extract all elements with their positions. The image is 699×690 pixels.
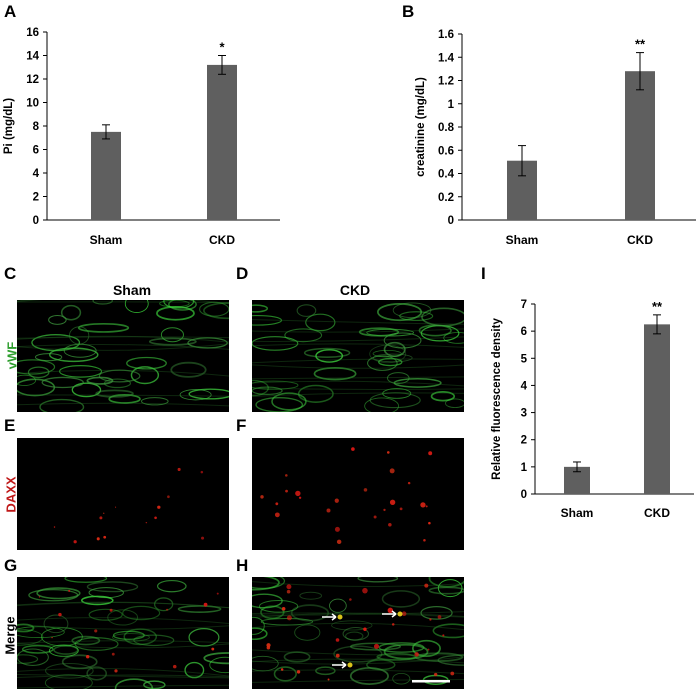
image-sham-vwf [17,300,229,412]
image-ckd-daxx-texture [260,447,433,545]
y-tick-label-a: 4 [33,168,40,180]
y-axis-label-a: Pi (mg/dL) [3,98,15,154]
y-tick-label-b: 1.6 [438,29,454,41]
y-tick-label-b: 1.2 [438,76,454,88]
panel-letter-g: G [4,556,18,575]
image-sham-daxx [17,438,229,550]
category-label-b: Sham [506,233,539,247]
category-label-a: CKD [209,233,235,247]
y-tick-label-i: 2 [521,435,527,447]
y-tick-label-i: 7 [521,299,527,311]
category-label-b: CKD [627,233,653,247]
image-ckd-daxx [252,438,464,550]
bar-i-ckd [644,324,670,494]
y-axis-label-b: creatinine (mg/dL) [415,77,427,177]
image-sham-vwf-texture [17,300,229,412]
significance-b: ** [635,37,646,52]
y-tick-label-b: 0.2 [438,192,454,204]
image-ckd-vwf [252,300,464,412]
y-tick-label-a: 2 [33,192,39,204]
y-tick-label-a: 10 [26,98,39,110]
panel-letter-a: A [4,2,17,21]
y-tick-label-a: 16 [26,27,39,39]
column-title-ckd: CKD [339,282,371,298]
y-tick-label-b: 0.8 [438,122,455,134]
y-tick-label-i: 3 [521,408,527,420]
y-tick-label-b: 1.4 [438,52,455,64]
y-tick-label-i: 5 [521,353,528,365]
image-ckd-vwf-texture [252,302,464,412]
panel-letter-e: E [4,416,16,435]
y-tick-label-a: 8 [33,121,40,133]
bar-a-ckd [207,64,237,221]
image-sham-daxx-texture [53,467,205,544]
y-tick-label-b: 0.4 [438,169,455,181]
category-label-i: Sham [561,506,594,520]
row-label-merge: Merge [2,616,18,655]
y-tick-label-a: 0 [33,215,39,227]
panel-letter-i: I [481,264,486,283]
panel-letter-f: F [236,416,247,435]
panel-letter-c: C [4,264,17,283]
y-tick-label-i: 4 [521,380,528,392]
panel-letter-d: D [236,264,249,283]
significance-a: * [219,40,225,55]
y-tick-label-b: 0.6 [438,145,454,157]
y-tick-label-b: 0 [448,215,454,227]
image-sham-merge [17,577,229,689]
column-title-sham: Sham [112,282,152,298]
category-label-a: Sham [90,233,123,247]
y-tick-label-a: 14 [26,51,39,63]
y-tick-label-i: 1 [521,462,528,474]
y-axis-label-i: Relative fluorescence density [491,318,503,480]
panel-letter-b: B [402,2,415,21]
y-tick-label-b: 1 [448,99,455,111]
y-tick-label-a: 6 [33,145,39,157]
scale-bar [412,680,450,683]
bar-a-sham [91,131,121,220]
y-tick-label-a: 12 [26,74,39,86]
panel-letter-h: H [236,556,249,575]
y-tick-label-i: 6 [521,326,527,338]
bar-b-ckd [625,71,655,220]
category-label-i: CKD [644,506,670,520]
image-ckd-merge [252,577,464,689]
significance-i: ** [652,299,663,314]
image-sham-merge-texture [17,577,229,689]
y-tick-label-i: 0 [521,489,527,501]
image-ckd-merge-texture [252,577,464,685]
